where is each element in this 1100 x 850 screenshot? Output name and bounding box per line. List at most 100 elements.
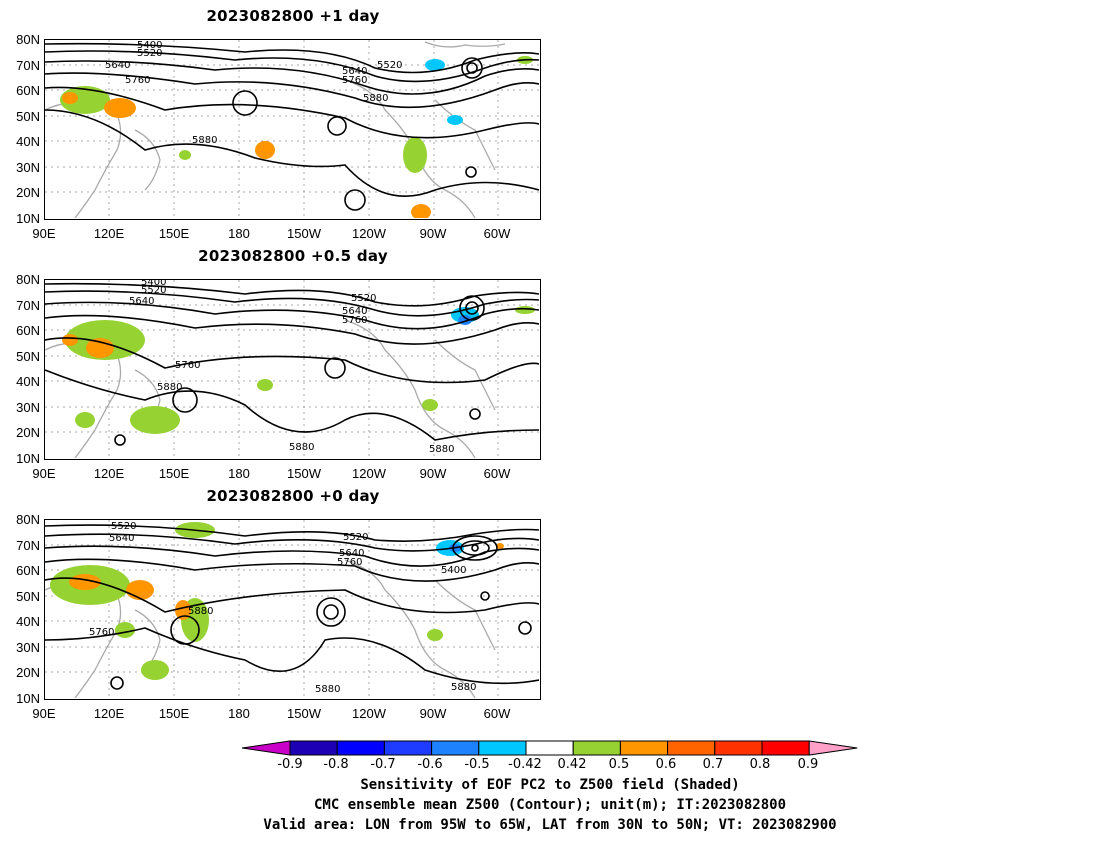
svg-text:5880: 5880	[192, 135, 217, 146]
lat-label: 40N	[16, 374, 40, 389]
caption-line-3: Valid area: LON from 95W to 65W, LAT fro…	[263, 817, 837, 833]
svg-text:5880: 5880	[157, 382, 182, 393]
svg-text:5760: 5760	[342, 315, 367, 326]
map-panel: 5520 5640 5760 5880 5520 5640 5760 5400 …	[44, 519, 541, 700]
colorbar-tick: -0.5	[464, 757, 490, 772]
colorbar-tick: -0.9	[277, 757, 303, 772]
map-panel: 5400 5520 5640 5760 5880 5520 5640 5760 …	[44, 39, 541, 220]
lat-label: 70N	[16, 58, 40, 73]
svg-text:5520: 5520	[377, 60, 402, 71]
svg-text:5760: 5760	[337, 557, 362, 568]
lat-label: 80N	[16, 272, 40, 287]
colorbar-cell	[241, 740, 291, 756]
svg-text:5880: 5880	[315, 684, 340, 695]
svg-text:5760: 5760	[175, 360, 200, 371]
lat-label: 70N	[16, 538, 40, 553]
lat-label: 30N	[16, 640, 40, 655]
colorbar-cell	[761, 740, 810, 756]
svg-text:5880: 5880	[451, 682, 476, 693]
lat-label: 10N	[16, 451, 40, 466]
colorbar-cell	[667, 740, 716, 756]
colorbar-tick: -0.42	[508, 757, 542, 772]
lat-label: 50N	[16, 109, 40, 124]
lat-label: 60N	[16, 563, 40, 578]
lon-label: 120E	[93, 706, 125, 721]
svg-text:5640: 5640	[129, 296, 154, 307]
contour-labels: 5400 5520 5640 5760 5880 5520 5640 5760 …	[105, 40, 402, 146]
svg-text:5640: 5640	[339, 548, 364, 559]
svg-text:5520: 5520	[137, 48, 162, 59]
lon-label: 60W	[483, 706, 511, 721]
lat-label: 70N	[16, 298, 40, 313]
lon-label: 60W	[483, 226, 511, 241]
colorbar-tick: 0.9	[797, 757, 819, 772]
colorbar-cell	[431, 740, 480, 756]
lon-label: 90W	[419, 706, 447, 721]
lat-label: 20N	[16, 665, 40, 680]
lon-label: 120W	[352, 706, 386, 721]
lon-label: 120E	[93, 226, 125, 241]
colorbar-tick: -0.8	[323, 757, 349, 772]
svg-text:5520: 5520	[343, 532, 368, 543]
lon-label: 120W	[352, 466, 386, 481]
colorbar-tick: 0.42	[557, 757, 587, 772]
lat-label: 10N	[16, 691, 40, 706]
colorbar-tick: 0.5	[608, 757, 630, 772]
lon-label: 90E	[32, 226, 56, 241]
lat-label: 10N	[16, 211, 40, 226]
lon-label: 180	[228, 466, 250, 481]
coastlines	[45, 559, 496, 698]
colorbar-cell	[525, 740, 574, 756]
colorbar-cell	[478, 740, 527, 756]
lat-label: 80N	[16, 512, 40, 527]
lat-label: 80N	[16, 32, 40, 47]
lat-label: 30N	[16, 400, 40, 415]
contour-labels: 5400 5520 5640 5760 5880 5520 5640 5760 …	[129, 280, 454, 455]
lat-label: 30N	[16, 160, 40, 175]
lon-label: 150W	[287, 466, 321, 481]
colorbar-cell	[808, 740, 858, 756]
lat-label: 50N	[16, 589, 40, 604]
svg-text:5880: 5880	[188, 606, 213, 617]
z500-contours	[45, 42, 539, 211]
svg-text:5520: 5520	[351, 293, 376, 304]
colorbar-tick: -0.7	[370, 757, 396, 772]
colorbar-tick: -0.6	[417, 757, 443, 772]
svg-text:5520: 5520	[111, 521, 136, 532]
lon-label: 90W	[419, 226, 447, 241]
lon-label: 90E	[32, 466, 56, 481]
lon-label: 150E	[158, 466, 190, 481]
svg-text:5640: 5640	[342, 66, 367, 77]
map-drawing: 5400 5520 5640 5760 5880 5520 5640 5760 …	[45, 280, 539, 458]
sensitivity-shading	[50, 522, 504, 680]
lat-label: 40N	[16, 614, 40, 629]
panel-title: 2023082800 +0.5 day	[198, 247, 388, 265]
colorbar-tick: 0.7	[702, 757, 724, 772]
lon-label: 150W	[287, 706, 321, 721]
svg-text:5760: 5760	[125, 75, 150, 86]
svg-text:5640: 5640	[105, 60, 130, 71]
z500-contours	[45, 524, 539, 690]
caption-line-2: CMC ensemble mean Z500 (Contour); unit(m…	[313, 797, 786, 813]
svg-text:5760: 5760	[342, 75, 367, 86]
caption-line-1: Sensitivity of EOF PC2 to Z500 field (Sh…	[360, 777, 740, 793]
z500-contours	[45, 282, 539, 446]
svg-text:5640: 5640	[342, 306, 367, 317]
map-drawing: 5400 5520 5640 5760 5880 5520 5640 5760 …	[45, 40, 539, 218]
colorbar-cell	[572, 740, 621, 756]
lat-label: 50N	[16, 349, 40, 364]
svg-text:5880: 5880	[289, 442, 314, 453]
svg-text:5640: 5640	[109, 533, 134, 544]
svg-text:5400: 5400	[141, 280, 166, 288]
lon-label: 120W	[352, 226, 386, 241]
svg-text:5400: 5400	[441, 565, 466, 576]
colorbar-cell	[619, 740, 669, 756]
svg-text:5760: 5760	[89, 627, 114, 638]
lon-label: 90W	[419, 466, 447, 481]
lon-label: 60W	[483, 466, 511, 481]
lat-label: 40N	[16, 134, 40, 149]
lon-label: 150E	[158, 226, 190, 241]
lon-label: 180	[228, 706, 250, 721]
colorbar-cell	[714, 740, 763, 756]
panel-title: 2023082800 +0 day	[206, 487, 380, 505]
